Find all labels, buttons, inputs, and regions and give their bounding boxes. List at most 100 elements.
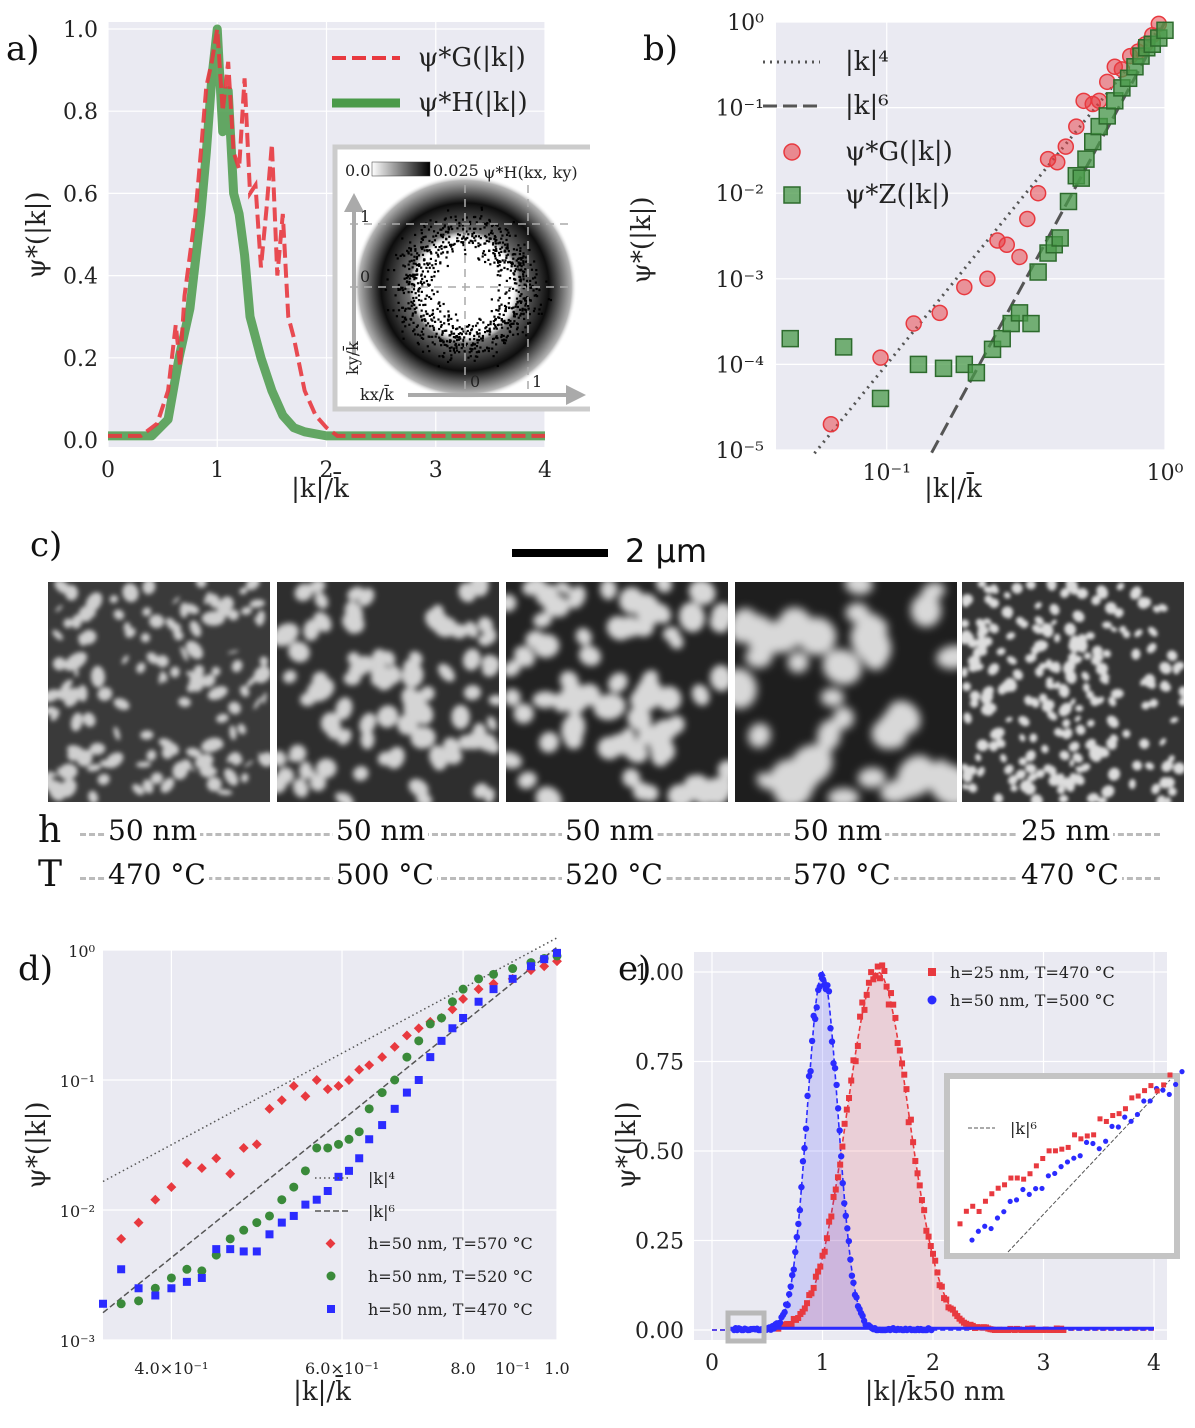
data-point-g	[931, 304, 948, 322]
grain	[241, 606, 252, 615]
grain	[178, 697, 191, 708]
arrow-right-icon	[566, 385, 586, 405]
data-point-25nm	[795, 1315, 802, 1322]
grain	[844, 582, 873, 595]
grain	[539, 731, 559, 753]
spectrum-dot	[483, 226, 486, 229]
spectrum-dot	[418, 303, 421, 307]
spectrum-dot	[482, 321, 485, 324]
spectrum-dot	[446, 264, 449, 268]
spectrum-dot	[462, 236, 465, 239]
y-axis-label: ψ*(|k|)	[22, 1102, 52, 1189]
data-point-50nm	[836, 1127, 843, 1134]
grain	[1007, 611, 1013, 619]
data-point-50nm	[838, 1153, 845, 1160]
spectrum-dot	[410, 304, 413, 307]
grain	[514, 645, 535, 667]
grain	[360, 730, 375, 750]
data-point-25nm	[874, 963, 881, 970]
spectrum-dot	[446, 318, 450, 321]
grain	[962, 619, 970, 628]
spectrum-dot	[501, 234, 504, 237]
spectrum-dot	[461, 241, 464, 244]
spectrum-dot	[492, 252, 495, 255]
spectrum-dot	[479, 243, 482, 246]
grain	[1070, 698, 1076, 706]
data-point-z	[967, 363, 986, 382]
grain	[487, 741, 499, 754]
spectrum-dot	[476, 341, 479, 344]
spectrum-dot	[497, 242, 500, 245]
T-value-3: 520 °C	[562, 858, 666, 891]
spectrum-dot	[500, 246, 504, 249]
grain	[1054, 727, 1062, 736]
grain	[1116, 582, 1125, 591]
grain	[344, 616, 360, 634]
data-point-50nm	[790, 1266, 797, 1273]
spectrum-dot	[519, 249, 522, 253]
data-point-25nm	[901, 1071, 908, 1078]
spectrum-dot	[424, 303, 427, 306]
grain	[414, 727, 436, 749]
spectrum-dot	[427, 228, 431, 231]
grain	[1159, 738, 1167, 746]
grain	[249, 599, 265, 608]
inset-point-blue	[1134, 1111, 1141, 1118]
spectrum-dot	[488, 218, 491, 222]
spectrum-dot	[433, 275, 436, 278]
spectrum-dot	[411, 314, 414, 317]
spectrum-dot	[515, 328, 519, 331]
spectrum-dot	[447, 226, 450, 229]
data-point-25nm	[881, 967, 888, 974]
data-point-50nm	[811, 1015, 819, 1023]
grain	[1086, 792, 1099, 802]
data-point-25nm	[910, 1139, 917, 1146]
spectrum-dot	[500, 237, 503, 240]
data-point-z	[1029, 263, 1047, 281]
spectrum-dot	[403, 277, 406, 280]
spectrum-dot	[437, 302, 440, 305]
spectrum-dot	[407, 307, 410, 310]
spectrum-dot	[452, 349, 456, 352]
grain	[1132, 760, 1143, 771]
data-point-470	[414, 1076, 423, 1084]
spectrum-dot	[512, 272, 515, 275]
grain	[1025, 654, 1035, 663]
spectrum-dot	[509, 331, 512, 334]
data-point-470	[489, 985, 498, 994]
spectrum-dot	[547, 298, 550, 301]
grain	[343, 671, 361, 686]
data-point-25nm	[916, 1182, 923, 1189]
y-tick-label: 0.0	[63, 429, 98, 454]
grain	[506, 751, 522, 769]
grain	[239, 587, 248, 595]
spectrum-dot	[512, 306, 515, 309]
spectrum-dot	[397, 309, 401, 312]
spectrum-dot	[435, 251, 438, 254]
spectrum-dot	[512, 248, 516, 251]
spectrum-dot	[447, 241, 450, 244]
data-point-25nm	[932, 1257, 939, 1264]
spectrum-dot	[417, 254, 421, 257]
spectrum-dot	[473, 347, 477, 350]
spectrum-dot	[513, 270, 516, 273]
spectrum-dot	[539, 303, 542, 306]
inset-point-red	[989, 1191, 995, 1197]
grain	[1165, 797, 1172, 802]
data-point-570	[377, 1052, 388, 1063]
panel-label-e: e)	[618, 949, 651, 989]
spectrum-dot	[426, 262, 429, 265]
spectrum-dot	[491, 224, 494, 228]
grain	[48, 780, 66, 801]
y-tick-label: 0.25	[635, 1230, 684, 1255]
grain	[1158, 603, 1168, 612]
data-point-g	[822, 415, 840, 433]
grain	[1058, 687, 1069, 698]
spectrum-dot	[505, 291, 508, 294]
spectrum-dot	[512, 257, 515, 260]
data-point-50nm	[841, 1200, 848, 1207]
spectrum-dot	[421, 277, 424, 281]
spectrum-dot	[447, 323, 450, 326]
grain	[1099, 675, 1109, 685]
inset-point-blue	[1122, 1114, 1128, 1120]
